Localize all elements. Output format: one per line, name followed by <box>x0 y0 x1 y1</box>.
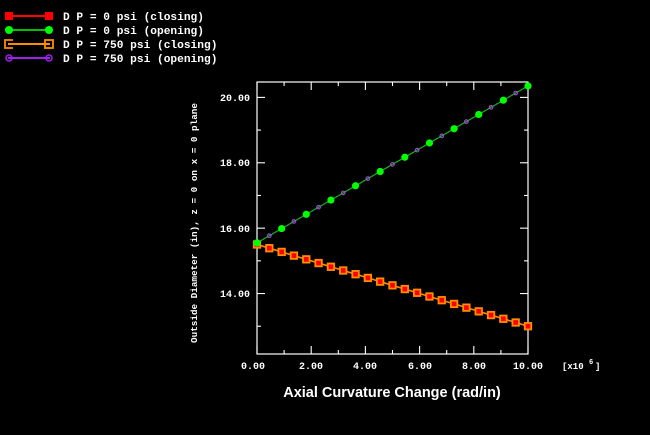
svg-text:4.00: 4.00 <box>353 362 377 373</box>
svg-text:10.00: 10.00 <box>513 362 543 373</box>
svg-text:D P = 750 psi (opening): D P = 750 psi (opening) <box>63 54 217 66</box>
svg-text:Axial Curvature Change (rad/in: Axial Curvature Change (rad/in) <box>283 385 501 401</box>
svg-text:16.00: 16.00 <box>220 225 250 236</box>
svg-text:6: 6 <box>589 359 593 367</box>
svg-text:D P = 0 psi (closing): D P = 0 psi (closing) <box>63 12 204 24</box>
svg-text:8.00: 8.00 <box>462 362 486 373</box>
svg-text:[x10: [x10 <box>562 362 584 372</box>
svg-text:6.00: 6.00 <box>408 362 432 373</box>
svg-text:0.00: 0.00 <box>241 362 265 373</box>
svg-text:2.00: 2.00 <box>299 362 323 373</box>
svg-text:18.00: 18.00 <box>220 159 250 170</box>
svg-text:Outside Diameter (in), z = 0 o: Outside Diameter (in), z = 0 on x = 0 pl… <box>189 103 200 343</box>
svg-text:14.00: 14.00 <box>220 290 250 301</box>
svg-text:]: ] <box>595 362 600 372</box>
svg-text:20.00: 20.00 <box>220 94 250 105</box>
svg-text:D P = 0 psi (opening): D P = 0 psi (opening) <box>63 26 204 38</box>
svg-text:D P = 750 psi (closing): D P = 750 psi (closing) <box>63 40 217 52</box>
